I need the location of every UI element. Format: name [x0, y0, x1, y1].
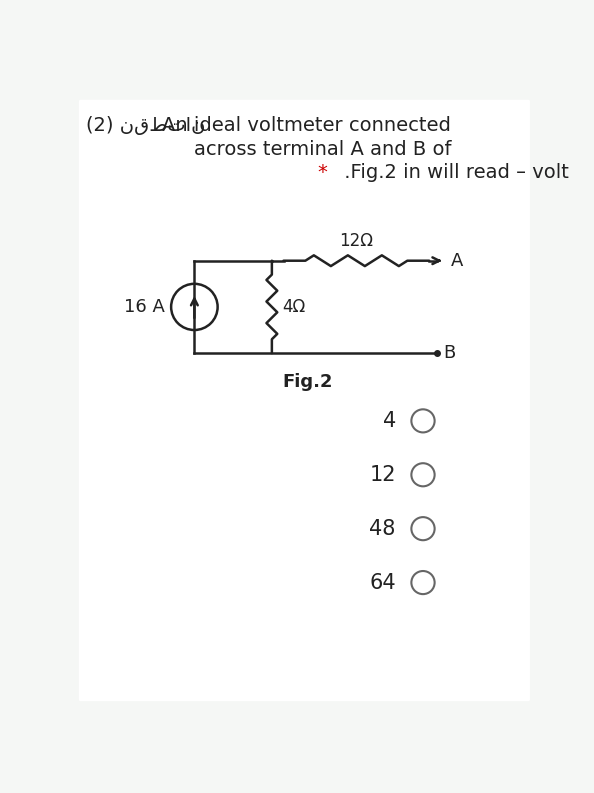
Text: A: A [451, 251, 463, 270]
Text: 12: 12 [369, 465, 396, 485]
Text: An ideal voltmeter connected: An ideal voltmeter connected [162, 117, 451, 136]
Text: Fig.2: Fig.2 [283, 374, 333, 392]
Text: 12Ω: 12Ω [339, 232, 374, 250]
Text: (2) نقطتان: (2) نقطتان [86, 117, 206, 136]
Text: 48: 48 [369, 519, 396, 538]
Text: across terminal A and B of: across terminal A and B of [194, 140, 451, 159]
Text: 16 A: 16 A [124, 298, 165, 316]
Text: .Fig.2 in will read – volt: .Fig.2 in will read – volt [338, 163, 568, 182]
FancyBboxPatch shape [79, 100, 530, 701]
Text: 4Ω: 4Ω [283, 298, 306, 316]
Text: *: * [317, 163, 327, 182]
Text: 4: 4 [383, 411, 396, 431]
Text: B: B [443, 344, 456, 362]
Text: 64: 64 [369, 573, 396, 592]
